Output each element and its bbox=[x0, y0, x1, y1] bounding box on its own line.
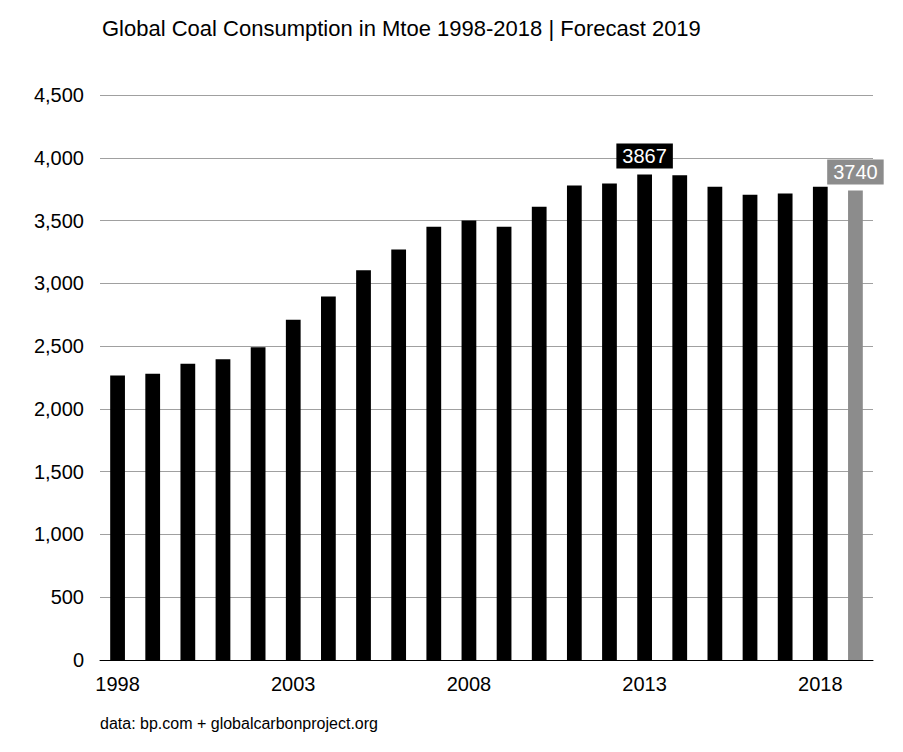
svg-text:3867: 3867 bbox=[622, 145, 667, 167]
svg-text:3,000: 3,000 bbox=[34, 272, 84, 294]
svg-text:3740: 3740 bbox=[833, 161, 878, 183]
svg-text:500: 500 bbox=[51, 586, 84, 608]
svg-text:2008: 2008 bbox=[447, 673, 492, 695]
svg-text:2003: 2003 bbox=[271, 673, 316, 695]
svg-text:2013: 2013 bbox=[622, 673, 667, 695]
svg-text:data: bp.com + globalcarbonpro: data: bp.com + globalcarbonproject.org bbox=[100, 715, 378, 732]
svg-text:1,500: 1,500 bbox=[34, 461, 84, 483]
svg-text:1998: 1998 bbox=[95, 673, 140, 695]
svg-text:2,000: 2,000 bbox=[34, 398, 84, 420]
svg-text:1,000: 1,000 bbox=[34, 523, 84, 545]
svg-text:4,500: 4,500 bbox=[34, 84, 84, 106]
svg-text:Global Coal Consumption in Mto: Global Coal Consumption in Mtoe 1998-201… bbox=[102, 16, 701, 41]
svg-text:3,500: 3,500 bbox=[34, 210, 84, 232]
svg-text:0: 0 bbox=[73, 649, 84, 671]
svg-text:2,500: 2,500 bbox=[34, 335, 84, 357]
svg-text:4,000: 4,000 bbox=[34, 147, 84, 169]
svg-text:2018: 2018 bbox=[798, 673, 843, 695]
